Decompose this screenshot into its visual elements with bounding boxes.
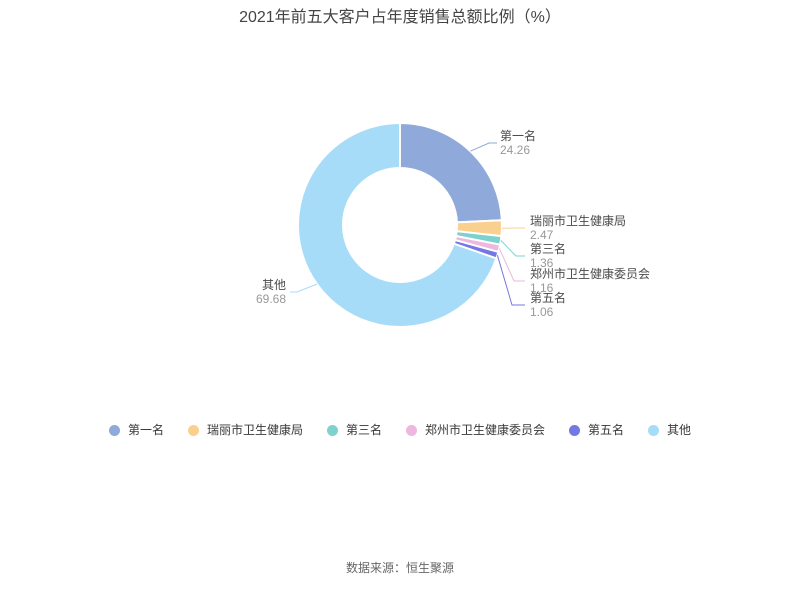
pie-slice-5[interactable] [297,122,498,328]
legend-swatch-icon [648,424,660,436]
legend-item-3[interactable]: 郑州市卫生健康委员会 [406,423,545,437]
label-line-4 [496,255,525,306]
legend-swatch-icon [406,424,417,436]
slice-label-1: 瑞丽市卫生健康局 [530,213,626,228]
slice-value-3: 1.16 [530,281,554,295]
pie-slice-0[interactable] [399,122,503,224]
legend-label: 瑞丽市卫生健康局 [206,423,303,437]
legend-swatch-icon [569,424,581,436]
slice-value-4: 1.06 [530,305,554,319]
legend-item-1[interactable]: 瑞丽市卫生健康局 [187,423,303,437]
slice-value-1: 2.47 [530,228,554,242]
data-source-label: 数据来源：恒生聚源 [345,561,454,575]
legend-swatch-icon [326,424,338,436]
slice-label-2: 第三名 [530,241,566,256]
slice-label-0: 第一名 [500,128,536,143]
slice-value-5: 69.68 [256,292,286,306]
legend-swatch-icon [187,424,199,436]
legend-item-4[interactable]: 第五名 [569,423,624,437]
slice-label-3: 郑州市卫生健康委员会 [530,266,650,281]
slice-label-4: 第五名 [530,290,566,305]
legend-swatch-icon [108,424,120,436]
slice-label-5: 其他 [262,278,286,292]
legend-item-2[interactable]: 第三名 [326,423,382,437]
label-line-0 [470,142,497,152]
label-line-2 [500,240,525,257]
legend-label: 第三名 [345,423,382,437]
legend-item-0[interactable]: 第一名 [108,423,164,437]
legend-label: 其他 [667,423,692,437]
label-line-3 [498,248,525,282]
label-line-5 [290,283,318,293]
slice-value-0: 24.26 [500,143,530,157]
legend-label: 第一名 [127,423,164,437]
legend-label: 郑州市卫生健康委员会 [425,423,546,437]
page-title: 2021年前五大客户占年度销售总额比例（%） [239,9,561,26]
slice-value-2: 1.36 [530,256,554,270]
legend: 第一名 瑞丽市卫生健康局 第三名 郑州市卫生健康委员会 第五名 其他 [0,423,800,437]
legend-label: 第五名 [588,423,625,437]
legend-item-5[interactable]: 其他 [648,423,691,437]
